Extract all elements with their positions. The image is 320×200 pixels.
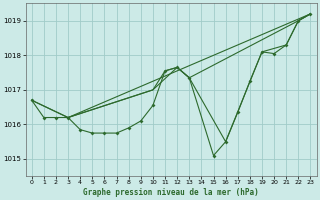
X-axis label: Graphe pression niveau de la mer (hPa): Graphe pression niveau de la mer (hPa) xyxy=(83,188,259,197)
